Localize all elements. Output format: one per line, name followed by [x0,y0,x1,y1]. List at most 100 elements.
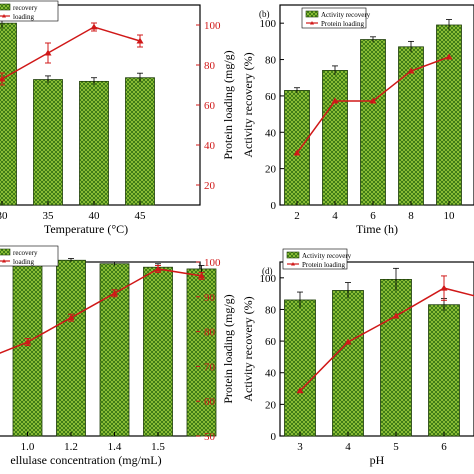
y-tick-label-right: 70 [204,361,216,373]
bar-activity-recovery [143,266,173,437]
y-tick-label-left: 80 [265,304,277,316]
x-tick-label: 1.0 [21,441,35,453]
panel-a: 30 35 40 45 Temperature (°C) 20 40 60 80 100 Prote… [0,0,235,236]
x-tick-label: 1.4 [108,441,122,453]
bar-activity-recovery [284,90,310,206]
x-tick-label: 1.2 [64,441,78,453]
legend-label-line: Protein loading [321,20,364,28]
bar-activity-recovery [284,299,316,437]
legend-swatch-bar [0,3,11,11]
x-axis-title: ellulase concentration (mg/mL) [10,453,161,467]
x-tick-label: 30 [0,210,8,222]
x-tick-label: 4 [345,441,351,453]
bar-activity-recovery [186,268,217,437]
line-protein-loading [0,268,202,354]
y-axis-title-left: Activity recovery (%) [241,52,255,157]
line-marker [293,149,301,156]
bar-activity-recovery [322,70,348,206]
y-tick-label-right: 60 [204,100,216,112]
y-tick-label-right: 40 [204,140,216,152]
bar-activity-recovery [56,259,86,437]
y-tick-label-left: 20 [265,164,277,176]
legend-marker [291,262,295,266]
line-marker [344,338,352,345]
y-tick-label-left: 40 [265,368,277,380]
x-tick-label: 8 [408,210,414,222]
legend-marker [2,14,6,18]
legend-swatch-bar [286,251,300,259]
x-tick-label: 40 [89,210,101,222]
y-tick-label-left: 20 [265,399,277,411]
x-tick-label: 6 [441,441,447,453]
legend-marker [2,259,6,263]
legend-label-bar: recovery [13,249,38,257]
legend-label-line: Protein loading [302,261,345,269]
y-tick-label-left: 100 [260,273,277,285]
y-tick-label-right: 80 [204,327,216,339]
line-marker [136,37,144,44]
line-marker [44,49,52,56]
y-tick-label-right: 100 [204,257,221,269]
y-axis-title-right: Protein loading (mg/g) [221,294,235,403]
legend-swatch-bar [305,10,319,18]
x-axis-title: Temperature (°C) [44,222,128,236]
line-marker [407,67,415,74]
panel-d: 3 4 5 6 pH 0 20 40 60 80 100 Activity recovery (%) (… [241,248,474,467]
panel-tag: (b) [259,9,270,19]
y-tick-label-right: 60 [204,396,216,408]
legend-box [0,0,59,22]
y-tick-label-left: 100 [260,18,277,30]
x-tick-label: 1.5 [151,441,165,453]
legend-swatch-bar [0,248,11,256]
line-marker [154,265,162,272]
bar-activity-recovery [436,24,462,206]
line-marker [111,289,118,296]
panel-b: 2 4 6 8 10 Time (h) 0 20 40 60 80 100 Activity recov… [241,4,474,236]
line-marker [0,75,6,82]
bar-activity-recovery [380,278,412,437]
x-tick-label: 6 [370,210,376,222]
y-tick-label-left: 80 [265,55,277,67]
bar-activity-recovery [79,80,109,206]
line-marker [198,272,205,279]
plot-frame [279,261,474,437]
bar-activity-recovery [33,79,63,206]
y-tick-label-right: 20 [204,180,216,192]
x-tick-label: 3 [297,441,303,453]
y-tick-label-right: 100 [204,20,221,32]
y-tick-label-right: 90 [204,292,216,304]
x-axis-title: Time (h) [356,222,398,236]
bar-activity-recovery [12,261,43,437]
bar-activity-recovery [332,290,364,437]
y-axis-title-left: Activity recovery (%) [241,296,255,401]
x-tick-label: 10 [444,210,456,222]
line-marker [392,312,400,319]
line-marker [331,97,339,104]
legend-label-line: loading [13,258,34,266]
y-tick-label-right: 80 [204,60,216,72]
legend-label-line: loading [13,13,34,21]
x-tick-label: 5 [393,441,399,453]
bar-activity-recovery [0,22,17,206]
y-tick-label-left: 60 [265,91,277,103]
bar-activity-recovery [125,77,155,206]
y-tick-label-right: 50 [204,431,216,443]
legend-label-bar: Activity recovery [321,11,371,19]
legend-box [0,245,59,267]
x-tick-label: 35 [43,210,55,222]
line-marker [67,314,75,321]
legend-label-bar: recovery [13,4,38,12]
line-marker [296,387,304,394]
y-tick-label-left: 40 [265,127,277,139]
y-tick-label-left: 0 [271,200,277,212]
legend-marker [310,21,314,25]
bar-activity-recovery [360,39,386,206]
x-axis-title: pH [370,453,385,467]
y-tick-label-left: 0 [271,431,277,443]
